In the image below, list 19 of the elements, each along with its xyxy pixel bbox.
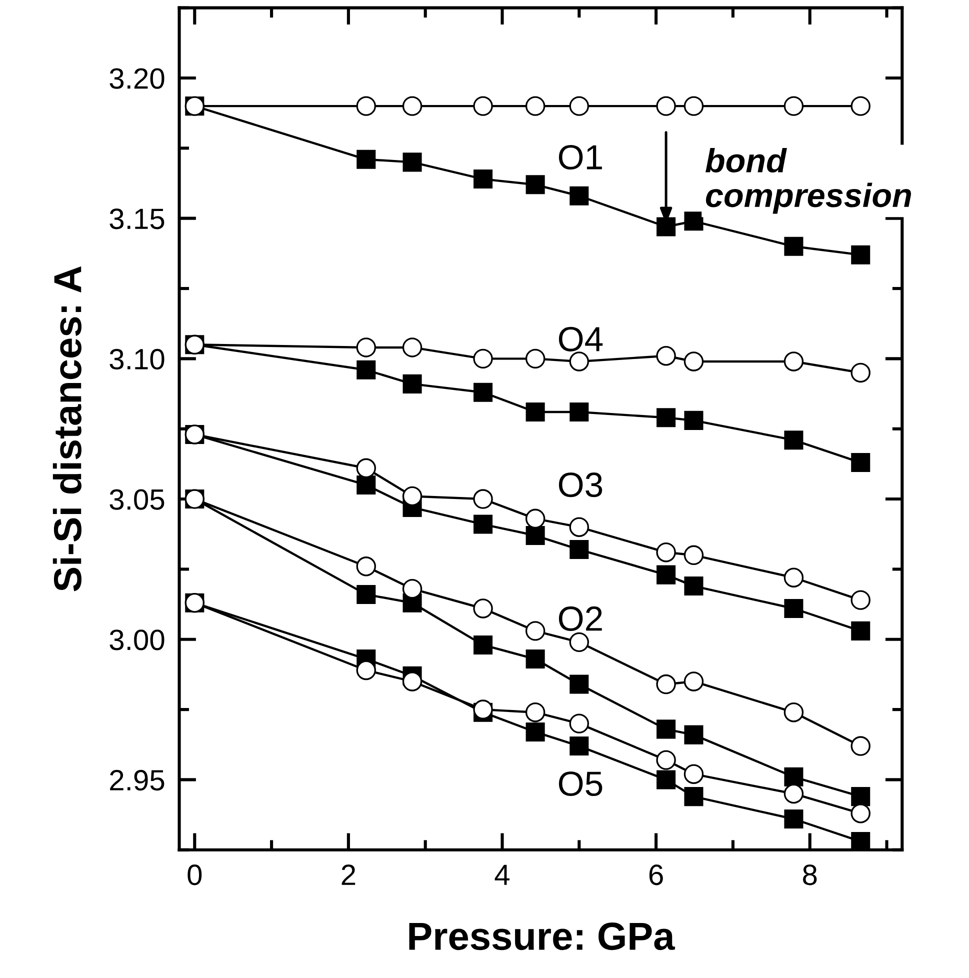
y-tick-label: 3.00 xyxy=(110,630,164,650)
x-axis-title: Pressure: GPa xyxy=(409,922,675,950)
y-tick-label: 3.05 xyxy=(110,489,164,510)
annotation: O2 xyxy=(558,606,602,632)
annotation: O3 xyxy=(558,472,602,498)
x-tick-label: 8 xyxy=(803,864,817,886)
y-tick-label: 3.10 xyxy=(110,348,164,370)
x-tick-label: 6 xyxy=(649,864,663,886)
y-tick-label: 3.20 xyxy=(110,68,164,89)
x-tick-label: 0 xyxy=(188,864,202,886)
annotation: O4 xyxy=(558,326,603,352)
annotation: bond compression xyxy=(706,148,912,214)
annotation: O1 xyxy=(558,144,602,170)
x-tick-label: 2 xyxy=(342,864,356,885)
y-tick-label: 3.15 xyxy=(110,208,164,230)
y-tick-label: 2.95 xyxy=(110,770,164,791)
y-axis-title: Si-Si distances: A xyxy=(52,266,82,592)
annotation: O5 xyxy=(558,771,602,796)
x-tick-label: 4 xyxy=(494,864,510,885)
